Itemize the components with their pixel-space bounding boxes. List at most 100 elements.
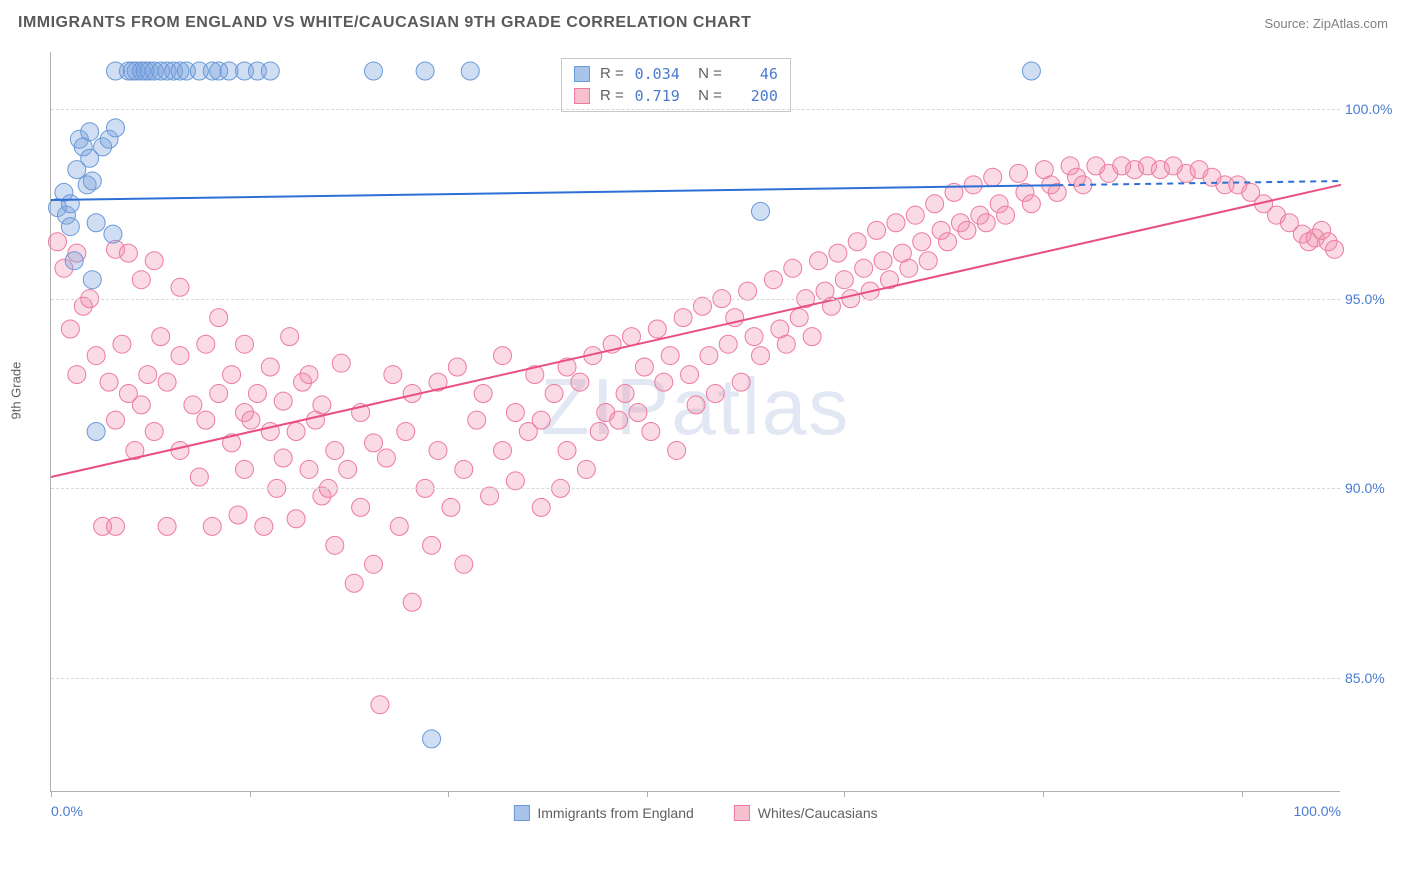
scatter-point — [474, 385, 492, 403]
x-tick — [448, 791, 449, 797]
scatter-point — [706, 385, 724, 403]
x-tick — [51, 791, 52, 797]
scatter-point — [1326, 240, 1344, 258]
chart-header: IMMIGRANTS FROM ENGLAND VS WHITE/CAUCASI… — [0, 0, 1406, 42]
scatter-point — [668, 441, 686, 459]
scatter-point — [906, 206, 924, 224]
scatter-point — [287, 422, 305, 440]
scatter-point — [119, 244, 137, 262]
scatter-point — [481, 487, 499, 505]
scatter-point — [365, 555, 383, 573]
scatter-point — [642, 422, 660, 440]
scatter-point — [590, 422, 608, 440]
scatter-point — [152, 328, 170, 346]
scatter-point — [739, 282, 757, 300]
scatter-point — [939, 233, 957, 251]
y-tick-label: 90.0% — [1345, 480, 1395, 496]
scatter-point — [87, 422, 105, 440]
scatter-point — [365, 434, 383, 452]
scatter-point — [171, 441, 189, 459]
chart-title: IMMIGRANTS FROM ENGLAND VS WHITE/CAUCASI… — [18, 14, 751, 32]
scatter-point — [203, 517, 221, 535]
scatter-point — [371, 696, 389, 714]
scatter-point — [984, 168, 1002, 186]
scatter-point — [655, 373, 673, 391]
legend-item-pink: Whites/Caucasians — [734, 805, 878, 821]
scatter-point — [107, 411, 125, 429]
scatter-point — [764, 271, 782, 289]
scatter-point — [429, 441, 447, 459]
plot-area: ZIPatlas R = 0.034 N = 46 R = 0.719 N = … — [50, 52, 1340, 792]
regression-line-dashed — [1057, 181, 1341, 185]
scatter-point — [926, 195, 944, 213]
scatter-point — [455, 555, 473, 573]
swatch-pink — [574, 88, 590, 104]
scatter-point — [623, 328, 641, 346]
scatter-point — [300, 460, 318, 478]
x-tick-label: 100.0% — [1294, 803, 1341, 819]
scatter-point — [829, 244, 847, 262]
scatter-point — [132, 396, 150, 414]
scatter-point — [68, 366, 86, 384]
scatter-point — [48, 233, 66, 251]
scatter-point — [210, 309, 228, 327]
scatter-point — [332, 354, 350, 372]
scatter-point — [610, 411, 628, 429]
scatter-point — [442, 498, 460, 516]
scatter-point — [868, 221, 886, 239]
gridline-h — [51, 678, 1340, 679]
scatter-point — [61, 320, 79, 338]
scatter-point — [494, 347, 512, 365]
scatter-point — [61, 218, 79, 236]
scatter-point — [616, 385, 634, 403]
scatter-point — [184, 396, 202, 414]
swatch-blue — [574, 66, 590, 82]
y-axis-label: 9th Grade — [9, 362, 24, 420]
scatter-point — [83, 172, 101, 190]
scatter-point — [158, 373, 176, 391]
scatter-point — [132, 271, 150, 289]
scatter-point — [455, 460, 473, 478]
scatter-point — [629, 404, 647, 422]
legend-item-blue: Immigrants from England — [513, 805, 693, 821]
scatter-point — [803, 328, 821, 346]
scatter-point — [107, 517, 125, 535]
scatter-point — [81, 123, 99, 141]
scatter-point — [732, 373, 750, 391]
bottom-legend: Immigrants from England Whites/Caucasian… — [513, 805, 877, 821]
scatter-point — [506, 404, 524, 422]
scatter-point — [229, 506, 247, 524]
scatter-point — [900, 259, 918, 277]
stats-row-pink: R = 0.719 N = 200 — [574, 85, 778, 107]
scatter-point — [145, 252, 163, 270]
scatter-point — [145, 422, 163, 440]
y-tick-label: 85.0% — [1345, 670, 1395, 686]
scatter-point — [326, 441, 344, 459]
scatter-point — [255, 517, 273, 535]
scatter-point — [448, 358, 466, 376]
scatter-point — [390, 517, 408, 535]
scatter-point — [223, 366, 241, 384]
scatter-plot-svg — [51, 52, 1341, 792]
scatter-point — [693, 297, 711, 315]
y-tick-label: 100.0% — [1345, 101, 1395, 117]
scatter-point — [236, 460, 254, 478]
scatter-point — [236, 335, 254, 353]
scatter-point — [171, 347, 189, 365]
stats-legend-box: R = 0.034 N = 46 R = 0.719 N = 200 — [561, 58, 791, 112]
scatter-point — [1010, 164, 1028, 182]
scatter-point — [274, 449, 292, 467]
regression-line — [51, 185, 1057, 200]
scatter-point — [139, 366, 157, 384]
x-tick — [1242, 791, 1243, 797]
scatter-point — [261, 358, 279, 376]
x-tick — [1043, 791, 1044, 797]
scatter-point — [635, 358, 653, 376]
scatter-point — [913, 233, 931, 251]
scatter-point — [274, 392, 292, 410]
scatter-point — [745, 328, 763, 346]
x-tick — [844, 791, 845, 797]
scatter-point — [287, 510, 305, 528]
scatter-point — [83, 271, 101, 289]
scatter-point — [1022, 62, 1040, 80]
